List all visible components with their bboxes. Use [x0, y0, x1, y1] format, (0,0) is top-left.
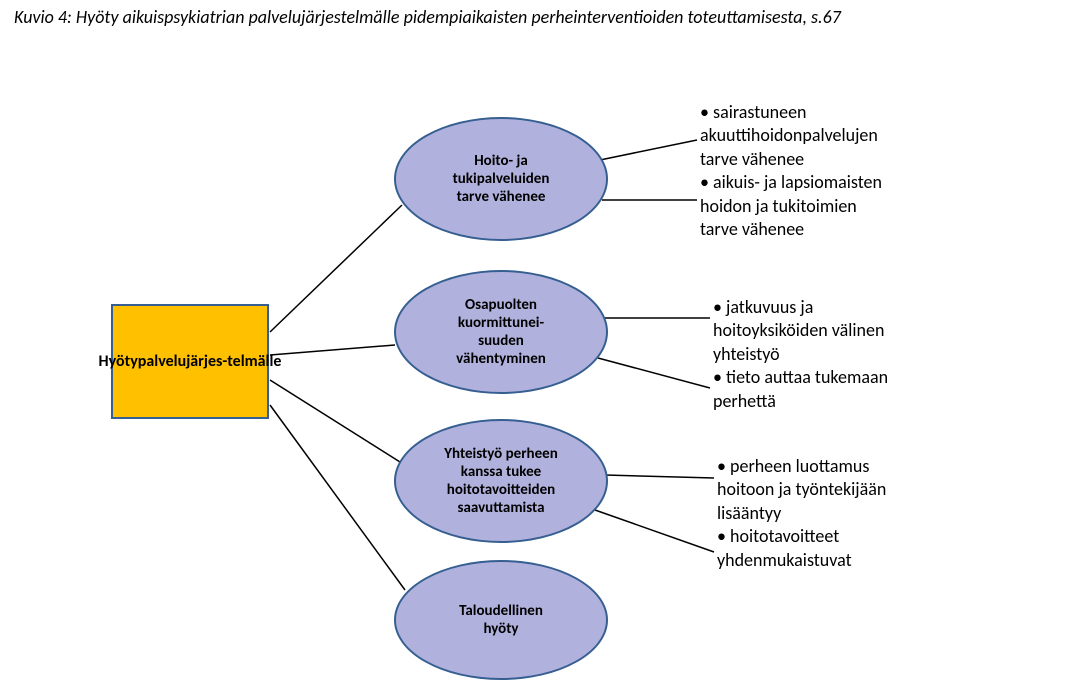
bullet-group-b2: • jatkuvuus jahoitoyksiköiden välinenyht… [713, 296, 1033, 413]
connector-line [595, 510, 714, 552]
connector-line [270, 405, 405, 590]
connector-line [598, 358, 710, 388]
connector-line [270, 345, 395, 355]
ellipse-node-e2: Osapuoltenkuormittunei-suudenvähentymine… [394, 270, 608, 394]
bullet-group-b3: • perheen luottamushoitoon ja työntekijä… [717, 455, 1037, 572]
ellipse-node-e1: Hoito- jatukipalveluidentarve vähenee [394, 117, 608, 241]
connector-line [270, 205, 402, 332]
root-node: Hyötypalvelujärjes-telmälle [111, 304, 269, 419]
ellipse-node-e3: Yhteistyö perheenkanssa tukeehoitotavoit… [394, 419, 608, 543]
bullet-group-b1: • sairastuneenakuuttihoidonpalvelujentar… [700, 101, 1040, 241]
connector-line [605, 475, 714, 478]
figure-title: Kuvio 4: Hyöty aikuispsykiatrian palvelu… [14, 6, 841, 28]
connector-line [600, 140, 697, 160]
connector-line [270, 380, 400, 462]
diagram-canvas: Kuvio 4: Hyöty aikuispsykiatrian palvelu… [0, 0, 1078, 697]
ellipse-node-e4: Taloudellinenhyöty [394, 560, 608, 680]
